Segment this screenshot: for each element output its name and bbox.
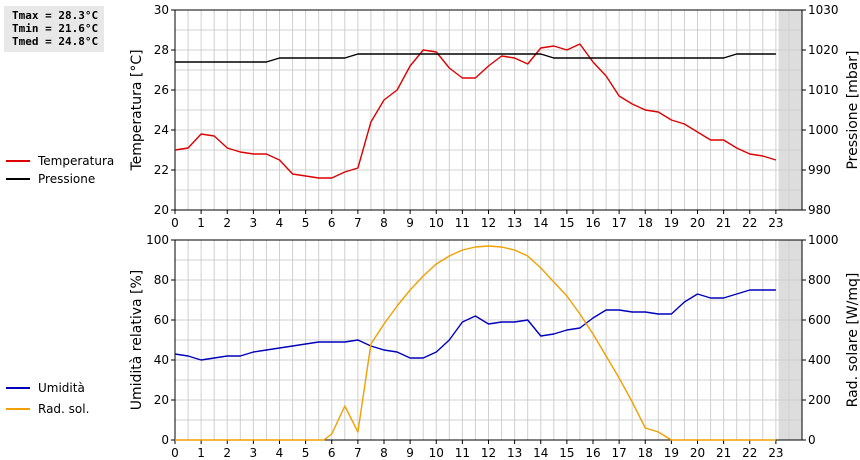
y-right-axis-title: Pressione [mbar]: [845, 50, 860, 169]
series-line-1: [174, 43, 777, 179]
x-tick-label: 1: [197, 446, 205, 460]
humidity-radiation-chart: 0 1 2 3 4 5 6 7 8 9 10 11 12 13 14 15 16 17 18 19 20 21 22 2302…: [6, 233, 860, 460]
x-tick-label: 18: [638, 216, 653, 230]
y-left-tick-label: 60: [154, 313, 169, 327]
x-tick-label: 13: [507, 446, 522, 460]
x-tick-label: 9: [406, 446, 414, 460]
x-tick-label: 2: [223, 216, 231, 230]
x-tick-label: 20: [690, 216, 705, 230]
x-tick-label: 6: [328, 446, 336, 460]
x-tick-label: 3: [250, 216, 258, 230]
x-tick-label: 3: [250, 446, 258, 460]
x-tick-label: 10: [429, 216, 444, 230]
x-tick-label: 22: [742, 216, 757, 230]
x-tick-label: 15: [559, 446, 574, 460]
y-left-axis-title: Temperatura [°C]: [129, 49, 145, 171]
legend-label: Temperatura: [37, 154, 114, 168]
y-right-tick-label: 1010: [808, 83, 839, 97]
legend-label: Pressione: [38, 172, 95, 186]
x-tick-label: 9: [406, 216, 414, 230]
y-right-tick-label: 0: [808, 433, 816, 447]
y-left-tick-label: 0: [161, 433, 169, 447]
x-tick-label: 23: [768, 216, 783, 230]
y-left-axis-title: Umidità relativa [%]: [129, 270, 145, 411]
x-tick-label: 23: [768, 446, 783, 460]
x-tick-label: 15: [559, 216, 574, 230]
series-line-1: [174, 289, 776, 361]
y-right-tick-label: 1000: [808, 233, 839, 247]
x-tick-label: 1: [197, 216, 205, 230]
y-right-tick-label: 400: [808, 353, 831, 367]
y-left-tick-label: 80: [154, 273, 169, 287]
y-right-tick-label: 1030: [808, 3, 839, 17]
y-right-tick-label: 600: [808, 313, 831, 327]
legend-label: Rad. sol.: [38, 402, 89, 416]
x-tick-label: 22: [742, 446, 757, 460]
y-left-tick-label: 24: [154, 123, 169, 137]
temperature-pressure-chart: 0 1 2 3 4 5 6 7 8 9 10 11 12 13 14 15 16 17 18 19 20 21 22 2320…: [6, 3, 860, 230]
x-tick-label: 17: [611, 216, 626, 230]
x-tick-label: 5: [302, 216, 310, 230]
x-tick-label: 14: [533, 216, 548, 230]
x-tick-label: 13: [507, 216, 522, 230]
x-tick-label: 21: [716, 446, 731, 460]
y-left-tick-label: 26: [154, 83, 169, 97]
x-tick-label: 7: [354, 446, 362, 460]
legend-label: Umidità: [38, 381, 85, 395]
y-right-tick-label: 990: [808, 163, 831, 177]
x-tick-label: 4: [276, 446, 284, 460]
tmax-label: Tmax = 28.3°C: [12, 9, 99, 22]
x-tick-label: 0: [171, 446, 179, 460]
y-right-tick-label: 1000: [808, 123, 839, 137]
y-left-tick-label: 20: [154, 203, 169, 217]
tmed-label: Tmed = 24.8°C: [12, 35, 99, 48]
tmin-label: Tmin = 21.6°C: [12, 22, 99, 35]
x-tick-label: 2: [223, 446, 231, 460]
x-tick-label: 20: [690, 446, 705, 460]
x-tick-label: 19: [664, 216, 679, 230]
y-right-tick-label: 200: [808, 393, 831, 407]
x-tick-label: 11: [455, 446, 470, 460]
y-left-tick-label: 22: [154, 163, 169, 177]
y-left-tick-label: 30: [154, 3, 169, 17]
y-left-tick-label: 28: [154, 43, 169, 57]
y-right-tick-label: 980: [808, 203, 831, 217]
x-tick-label: 4: [276, 216, 284, 230]
y-left-tick-label: 40: [154, 353, 169, 367]
y-right-tick-label: 800: [808, 273, 831, 287]
x-tick-label: 12: [481, 216, 496, 230]
x-tick-label: 6: [328, 216, 336, 230]
x-tick-label: 16: [585, 446, 600, 460]
y-right-axis-title: Rad. solare [W/mq]: [845, 273, 860, 408]
y-left-tick-label: 20: [154, 393, 169, 407]
x-tick-label: 10: [429, 446, 444, 460]
temperature-stats-box: Tmax = 28.3°C Tmin = 21.6°C Tmed = 24.8°…: [4, 6, 104, 52]
x-tick-label: 18: [638, 446, 653, 460]
x-tick-label: 5: [302, 446, 310, 460]
x-tick-label: 8: [380, 446, 388, 460]
x-tick-label: 11: [455, 216, 470, 230]
series-line-2: [175, 245, 776, 441]
x-tick-label: 7: [354, 216, 362, 230]
x-tick-label: 12: [481, 446, 496, 460]
x-tick-label: 14: [533, 446, 548, 460]
x-tick-label: 16: [585, 216, 600, 230]
x-tick-label: 0: [171, 216, 179, 230]
y-right-tick-label: 1020: [808, 43, 839, 57]
x-tick-label: 8: [380, 216, 388, 230]
series-line-2: [175, 53, 776, 63]
x-tick-label: 17: [611, 446, 626, 460]
x-tick-label: 21: [716, 216, 731, 230]
x-tick-label: 19: [664, 446, 679, 460]
y-left-tick-label: 100: [146, 233, 169, 247]
